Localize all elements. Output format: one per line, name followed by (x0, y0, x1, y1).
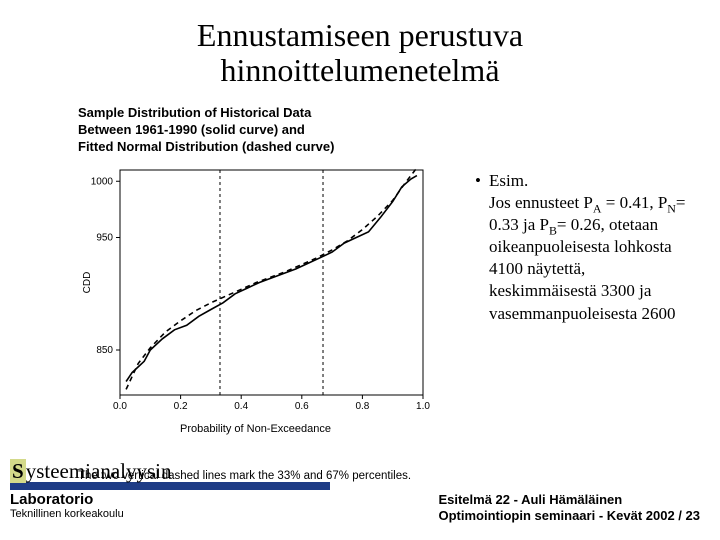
bullet-dot: • (475, 170, 489, 325)
brand-rest: ysteemianalyysin (26, 459, 172, 483)
chart-block: Sample Distribution of Historical Data B… (78, 105, 433, 482)
bullet-text: Esim. Jos ennusteet PA = 0.41, PN= 0.33 … (489, 170, 695, 325)
chart-header: Sample Distribution of Historical Data B… (78, 105, 433, 156)
footer-right-l2: Optimointiopin seminaari - Kevät 2002 / … (438, 508, 700, 523)
chart-header-l3: Fitted Normal Distribution (dashed curve… (78, 139, 334, 154)
svg-text:1000: 1000 (91, 176, 114, 187)
svg-text:950: 950 (96, 232, 113, 243)
slide: Ennustamiseen perustuva hinnoittelumenet… (0, 0, 720, 540)
footer-sub1: Laboratorio (10, 491, 330, 508)
svg-text:CDD: CDD (82, 271, 93, 293)
svg-text:0.2: 0.2 (174, 401, 188, 412)
chart-svg: 0.0 0.2 0.4 0.6 0.8 1.0 850 950 1000 CDD (78, 162, 433, 417)
bullet-line1: Esim. (489, 171, 528, 190)
slide-title: Ennustamiseen perustuva hinnoittelumenet… (0, 18, 720, 88)
bullet-list: • Esim. Jos ennusteet PA = 0.41, PN= 0.3… (475, 170, 695, 331)
chart-frame: 0.0 0.2 0.4 0.6 0.8 1.0 850 950 1000 CDD (78, 162, 433, 417)
svg-text:1.0: 1.0 (416, 401, 430, 412)
footer-right: Esitelmä 22 - Auli Hämäläinen Optimointi… (438, 492, 700, 525)
svg-text:0.4: 0.4 (234, 401, 248, 412)
chart-header-l1: Sample Distribution of Historical Data (78, 105, 311, 120)
bullet-l2b: = 0.41, P (601, 193, 667, 212)
title-line-1: Ennustamiseen perustuva (197, 17, 523, 53)
footer-right-l1: Esitelmä 22 - Auli Hämäläinen (438, 492, 622, 507)
footer-left: Systeemianalyysin Laboratorio Teknilline… (10, 459, 330, 520)
bullet-item: • Esim. Jos ennusteet PA = 0.41, PN= 0.3… (475, 170, 695, 325)
footer-sub2: Teknillinen korkeakoulu (10, 508, 330, 520)
title-line-2: hinnoittelumenetelmä (220, 52, 499, 88)
sub-b: B (549, 224, 557, 238)
svg-text:0.0: 0.0 (113, 401, 127, 412)
bullet-l2a: Jos ennusteet P (489, 193, 593, 212)
svg-text:0.8: 0.8 (355, 401, 369, 412)
chart-header-l2: Between 1961-1990 (solid curve) and (78, 122, 305, 137)
footer-brand: Systeemianalyysin (10, 459, 330, 484)
brand-highlight: S (10, 459, 26, 483)
sub-n: N (667, 201, 676, 215)
chart-xlabel: Probability of Non-Exceedance (78, 423, 433, 435)
svg-text:850: 850 (96, 345, 113, 356)
svg-text:0.6: 0.6 (295, 401, 309, 412)
